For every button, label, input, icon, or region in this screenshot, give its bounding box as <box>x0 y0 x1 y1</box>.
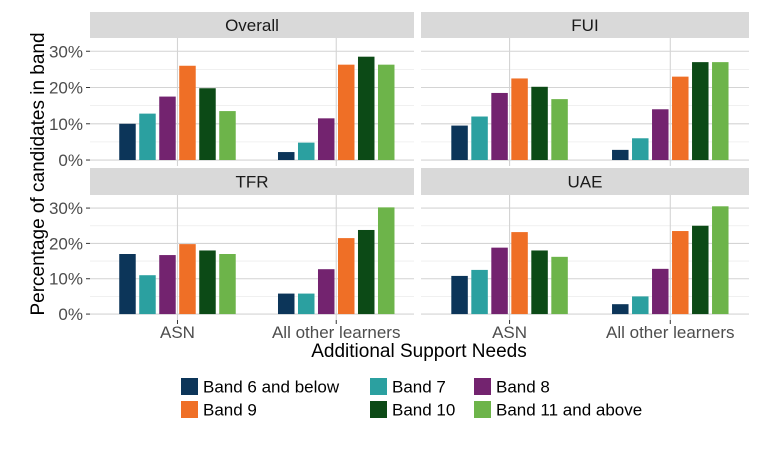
bar-band-7-other <box>297 142 315 161</box>
bar-band-9-asn <box>179 244 196 315</box>
bar-band-10-other <box>357 229 375 315</box>
facet-strip <box>421 168 749 195</box>
facet-panel-tfr: TFR 0% 10% 20% 30% ASN All other learners <box>49 168 414 342</box>
bar-band-7-other <box>632 296 649 315</box>
bar-band-8-other <box>652 109 669 161</box>
legend-label: Band 6 and below <box>203 378 340 397</box>
bar-band-9-other <box>337 238 355 315</box>
bar-band-11-and-above-other <box>712 62 729 161</box>
facet-title: Overall <box>225 16 279 35</box>
legend-swatch <box>181 378 198 395</box>
legend-item: Band 10 <box>370 401 455 420</box>
bar-band-10-asn <box>531 250 548 315</box>
y-tick-label: 10% <box>49 270 83 289</box>
legend-item: Band 7 <box>370 378 446 397</box>
facet-strip <box>90 168 414 195</box>
facet-title: UAE <box>568 173 603 192</box>
legend-swatch <box>181 401 198 418</box>
bar-band-7-asn <box>471 269 488 315</box>
legend-item: Band 6 and below <box>181 378 340 397</box>
bar-band-10-other <box>692 62 709 161</box>
bar-band-9-asn <box>511 232 528 315</box>
legend-swatch <box>474 401 491 418</box>
bar-band-10-asn <box>199 250 216 315</box>
y-tick-label: 0% <box>58 151 83 170</box>
bar-band-6-and-below-other <box>612 304 629 315</box>
bar-band-9-asn <box>511 78 528 161</box>
bar-band-9-asn <box>179 65 196 161</box>
x-tick-label: ASN <box>160 323 195 342</box>
bar-band-11-and-above-other <box>712 206 729 315</box>
facet-strip <box>90 12 414 38</box>
bar-band-7-other <box>632 138 649 161</box>
bar-band-11-and-above-other <box>377 207 395 315</box>
bar-band-6-and-below-other <box>612 149 629 161</box>
bar-band-11-and-above-asn <box>551 99 568 161</box>
legend-swatch <box>370 378 387 395</box>
bar-band-6-and-below-asn <box>451 275 468 315</box>
facet-strip <box>421 12 749 38</box>
legend-swatch <box>474 378 491 395</box>
bar-band-6-and-below-other <box>277 293 295 315</box>
bar-band-6-and-below-other <box>277 152 295 161</box>
bar-band-7-asn <box>471 116 488 161</box>
bar-band-9-other <box>672 76 689 161</box>
legend: Band 6 and below Band 7 Band 8 Band 9 Band 1… <box>181 378 642 420</box>
facet-title: TFR <box>235 173 268 192</box>
x-tick-label: All other learners <box>272 323 401 342</box>
bar-band-7-other <box>297 293 315 315</box>
bar-band-8-asn <box>159 96 176 161</box>
bar-band-11-and-above-asn <box>219 111 236 161</box>
legend-label: Band 10 <box>392 401 455 420</box>
facet-panel-uae: UAE ASN All other learners <box>421 168 749 342</box>
y-tick-label: 0% <box>58 305 83 324</box>
bar-band-10-asn <box>199 88 216 161</box>
x-tick-label: ASN <box>492 323 527 342</box>
x-tick-label: All other learners <box>606 323 735 342</box>
bar-band-7-asn <box>139 275 156 315</box>
bar-band-10-other <box>692 225 709 315</box>
bar-band-8-other <box>317 118 335 161</box>
y-tick-label: 30% <box>49 199 83 218</box>
bar-band-10-asn <box>531 86 548 161</box>
y-tick-label: 20% <box>49 234 83 253</box>
bar-band-6-and-below-asn <box>451 125 468 161</box>
bar-band-8-asn <box>159 255 176 315</box>
legend-label: Band 11 and above <box>496 401 642 420</box>
bar-band-11-and-above-asn <box>551 256 568 315</box>
bar-band-8-asn <box>491 92 508 161</box>
bar-band-8-other <box>317 269 335 315</box>
bar-band-11-and-above-other <box>377 64 395 161</box>
bar-band-9-other <box>337 64 355 161</box>
legend-label: Band 8 <box>496 378 550 397</box>
facet-panels: Overall 0% 10% 20% 30% FUI TFR 0% 10% 20% 30% ASN Al… <box>49 12 749 342</box>
legend-item: Band 8 <box>474 378 550 397</box>
bar-band-8-asn <box>491 247 508 315</box>
y-axis-label: Percentage of candidates in band <box>28 32 49 315</box>
y-tick-label: 20% <box>49 79 83 98</box>
legend-item: Band 11 and above <box>474 401 642 420</box>
y-tick-label: 10% <box>49 115 83 134</box>
legend-label: Band 9 <box>203 401 257 420</box>
bar-band-8-other <box>652 268 669 315</box>
bar-band-9-other <box>672 231 689 315</box>
legend-label: Band 7 <box>392 378 446 397</box>
facet-panel-fui: FUI <box>421 12 749 166</box>
bar-band-7-asn <box>139 113 156 161</box>
legend-item: Band 9 <box>181 401 257 420</box>
facet-panel-overall: Overall 0% 10% 20% 30% <box>49 12 414 170</box>
bar-band-6-and-below-asn <box>119 123 136 161</box>
bar-band-6-and-below-asn <box>119 254 136 315</box>
facet-title: FUI <box>571 16 598 35</box>
bar-band-10-other <box>357 56 375 161</box>
bar-band-11-and-above-asn <box>219 254 236 315</box>
legend-swatch <box>370 401 387 418</box>
y-tick-label: 30% <box>49 42 83 61</box>
x-axis-label: Additional Support Needs <box>311 341 526 362</box>
